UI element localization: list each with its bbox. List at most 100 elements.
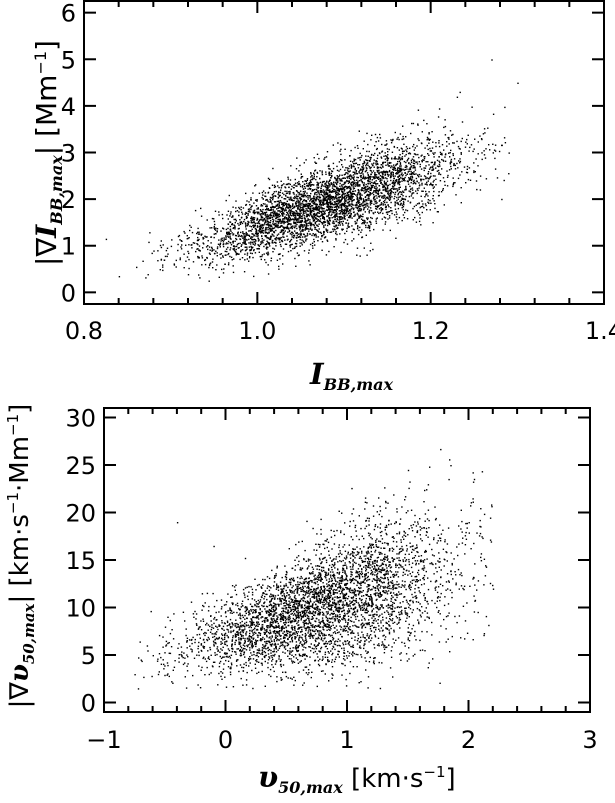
scatter-point [275,242,277,244]
scatter-point [342,212,344,214]
scatter-point [369,598,371,600]
scatter-point [437,195,440,197]
scatter-point [293,193,295,195]
scatter-point [367,687,369,689]
scatter-point [347,180,350,182]
scatter-point [447,137,449,139]
scatter-point [344,199,346,201]
scatter-point [438,140,440,142]
scatter-point [348,177,351,180]
scatter-point [295,204,298,207]
scatter-point [327,202,329,204]
scatter-point [337,224,340,226]
scatter-point [216,631,218,633]
scatter-point [272,214,275,217]
scatter-point [358,185,360,187]
scatter-point [237,233,239,235]
scatter-point [383,185,385,187]
scatter-point [249,252,252,254]
scatter-point [274,215,277,217]
scatter-point [365,163,368,166]
scatter-point [367,179,370,181]
scatter-point [307,202,310,205]
scatter-point [301,219,303,222]
scatter-point [259,228,262,230]
scatter-point [385,524,388,527]
scatter-point [296,200,298,202]
scatter-point [271,206,273,209]
scatter-point [173,263,175,265]
scatter-point [297,587,299,589]
scatter-point [389,188,392,191]
scatter-point [360,198,362,201]
scatter-point [177,243,179,246]
scatter-point [299,236,301,238]
scatter-point [277,216,279,219]
scatter-point [409,481,411,483]
scatter-point [284,596,287,599]
scatter-point [429,176,431,178]
scatter-point [225,653,227,655]
scatter-point [235,235,238,237]
scatter-point [287,218,290,220]
scatter-point [293,632,295,634]
scatter-point [192,242,195,244]
scatter-point [361,187,363,189]
scatter-point [329,185,331,187]
scatter-point [238,224,240,226]
scatter-point [273,227,276,229]
scatter-point [342,188,344,191]
scatter-point [394,201,396,203]
scatter-point [325,189,327,191]
scatter-point [345,212,347,214]
scatter-point [186,256,189,258]
scatter-point [452,133,454,136]
scatter-point [379,195,381,197]
scatter-point [301,186,304,188]
scatter-point [375,539,377,542]
scatter-point [318,597,320,600]
scatter-point [439,180,442,182]
scatter-point [183,253,185,255]
scatter-point [264,212,266,215]
scatter-point [335,239,337,241]
scatter-point [319,207,321,210]
scatter-point [344,185,347,187]
scatter-point [342,644,345,646]
scatter-point [397,192,400,194]
scatter-point [332,637,335,640]
scatter-point [276,181,279,183]
scatter-point [267,228,269,231]
scatter-point [237,222,239,225]
scatter-point [377,190,379,192]
scatter-point [397,172,399,174]
scatter-point [316,224,318,227]
scatter-point [313,174,315,176]
scatter-point [316,215,319,217]
scatter-point [379,630,381,632]
scatter-point [326,180,328,182]
scatter-point [263,245,265,248]
scatter-point [218,625,220,627]
scatter-point [352,178,355,180]
scatter-point [425,183,428,185]
scatter-point [325,230,328,232]
scatter-point [307,184,309,186]
scatter-point [238,234,240,236]
scatter-point [223,239,225,241]
scatter-point [388,193,390,195]
scatter-point [343,209,346,211]
scatter-point [297,192,299,194]
scatter-point [357,201,360,203]
scatter-point [296,218,298,220]
scatter-point [332,574,335,577]
scatter-point [418,176,420,178]
scatter-point [392,585,395,587]
scatter-point [281,192,284,194]
scatter-point [336,207,338,209]
scatter-point [235,220,237,222]
scatter-point [243,220,245,223]
scatter-point [416,192,418,195]
scatter-point [197,239,199,241]
scatter-point [204,634,206,637]
